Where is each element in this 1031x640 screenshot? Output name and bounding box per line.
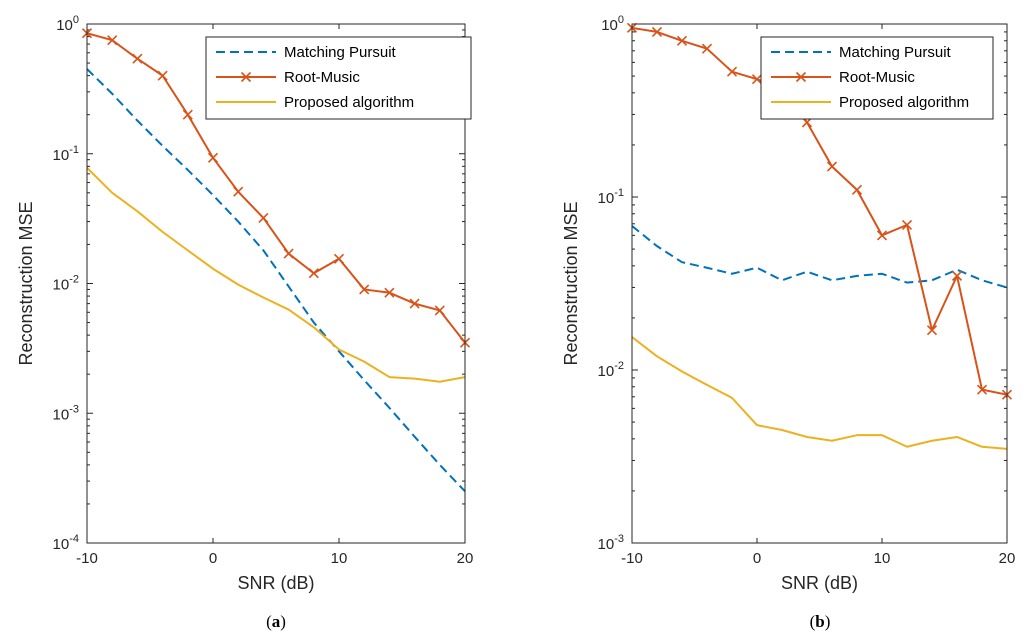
caption-paren-open: ( (266, 612, 272, 631)
data-point-marker (901, 219, 913, 230)
y-tick-base: 10 (598, 536, 615, 553)
y-tick-label: 10-3 (598, 533, 624, 553)
data-point-marker (157, 70, 168, 81)
y-tick-base: 10 (598, 363, 615, 380)
data-point-marker (384, 287, 395, 298)
y-tick-exponent: 0 (618, 14, 624, 26)
y-tick-exponent: -2 (69, 274, 79, 286)
y-tick-label: 10-1 (53, 144, 79, 164)
series-line (86, 32, 466, 344)
legend-label: Proposed algorithm (284, 94, 414, 111)
y-axis-label: Reconstruction MSE (16, 201, 36, 365)
y-tick-exponent: -1 (69, 144, 79, 156)
data-point-marker (182, 109, 193, 120)
data-point-marker (851, 184, 863, 195)
y-tick-exponent: -3 (69, 403, 79, 415)
legend-marker (795, 71, 807, 83)
series-line (86, 167, 466, 383)
legend-label: Root-Music (839, 69, 915, 86)
caption-letter: a (272, 612, 281, 631)
data-point-marker (701, 43, 713, 54)
legend-label: Proposed algorithm (839, 94, 969, 111)
data-point-marker (207, 152, 219, 163)
y-tick-label: 10-1 (598, 187, 624, 207)
caption-letter: b (815, 612, 824, 631)
series-line (631, 225, 1008, 289)
x-tick-label: 10 (874, 550, 891, 567)
series-line (631, 26, 1008, 396)
data-point-marker (926, 325, 938, 336)
panel-caption: (a) (266, 612, 286, 631)
y-tick-label: 10-2 (598, 360, 624, 380)
y-axis-label: Reconstruction MSE (561, 201, 581, 365)
y-tick-base: 10 (56, 17, 73, 34)
x-tick-label: -10 (76, 550, 98, 567)
y-tick-exponent: -3 (614, 533, 624, 545)
data-point-marker (826, 161, 838, 172)
legend-label: Root-Music (284, 69, 360, 86)
y-tick-base: 10 (53, 406, 70, 423)
data-point-marker (233, 186, 244, 197)
x-tick-label: 20 (999, 550, 1016, 567)
x-tick-label: 10 (331, 550, 348, 567)
x-axis-label: SNR (dB) (781, 573, 858, 593)
y-tick-label: 10-2 (53, 274, 79, 294)
data-point-marker (676, 35, 688, 46)
data-point-marker (107, 35, 118, 46)
data-point-marker (651, 26, 663, 37)
y-tick-exponent: -2 (614, 360, 624, 372)
x-tick-label: -10 (621, 550, 643, 567)
data-point-marker (258, 212, 269, 224)
x-axis-label: SNR (dB) (237, 573, 314, 593)
y-tick-label: 100 (601, 14, 624, 34)
data-point-marker (283, 248, 294, 259)
y-tick-exponent: -1 (614, 187, 624, 199)
y-tick-label: 100 (56, 14, 79, 34)
y-tick-base: 10 (53, 536, 70, 553)
data-point-marker (876, 230, 888, 241)
data-point-marker (751, 74, 763, 85)
y-tick-label: 10-4 (53, 533, 79, 553)
x-tick-label: 0 (753, 550, 761, 567)
y-tick-base: 10 (598, 190, 615, 207)
data-point-marker (333, 253, 345, 264)
data-point-marker (359, 284, 370, 295)
series-line (631, 336, 1008, 450)
series-line (86, 68, 466, 493)
panel-caption: (b) (810, 612, 831, 631)
x-tick-label: 0 (209, 550, 217, 567)
data-point-marker (409, 298, 420, 309)
y-tick-base: 10 (53, 147, 70, 164)
legend-label: Matching Pursuit (284, 44, 397, 61)
data-point-marker (951, 270, 963, 281)
y-tick-base: 10 (601, 17, 618, 34)
y-tick-label: 10-3 (53, 403, 79, 423)
legend-label: Matching Pursuit (839, 44, 952, 61)
data-point-marker (308, 268, 319, 279)
y-tick-base: 10 (53, 277, 70, 294)
y-tick-exponent: -4 (69, 533, 79, 545)
caption-paren-close: ) (825, 612, 831, 631)
legend: Matching Pursuit Root-Music Proposed algor… (205, 36, 472, 120)
data-point-marker (434, 305, 445, 316)
caption-paren-open: ( (810, 612, 816, 631)
legend-marker (240, 71, 252, 83)
caption-paren-close: ) (280, 612, 286, 631)
data-point-marker (132, 53, 143, 64)
data-point-marker (976, 384, 988, 395)
x-tick-label: 20 (457, 550, 474, 567)
y-tick-exponent: 0 (73, 14, 79, 26)
axes-frame (86, 23, 466, 544)
legend: Matching Pursuit Root-Music Proposed algor… (760, 36, 994, 120)
data-point-marker (726, 66, 738, 77)
axes-frame (631, 23, 1008, 544)
